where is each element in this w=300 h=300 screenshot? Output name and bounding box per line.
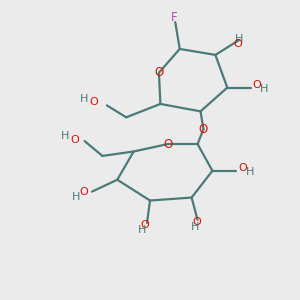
Text: O: O (80, 187, 88, 197)
Text: O: O (199, 123, 208, 136)
Text: O: O (140, 220, 149, 230)
Text: O: O (233, 39, 242, 49)
Text: O: O (193, 217, 201, 227)
Text: O: O (238, 164, 247, 173)
Text: O: O (71, 135, 80, 145)
Text: H: H (235, 34, 243, 44)
Text: H: H (246, 167, 254, 177)
Text: O: O (89, 98, 98, 107)
Text: O: O (252, 80, 261, 90)
Text: H: H (72, 192, 80, 202)
Text: O: O (163, 138, 172, 151)
Text: F: F (170, 11, 177, 24)
Text: H: H (61, 131, 70, 141)
Text: H: H (260, 84, 268, 94)
Text: H: H (80, 94, 88, 104)
Text: H: H (137, 225, 146, 235)
Text: O: O (154, 66, 164, 79)
Text: H: H (190, 222, 199, 232)
